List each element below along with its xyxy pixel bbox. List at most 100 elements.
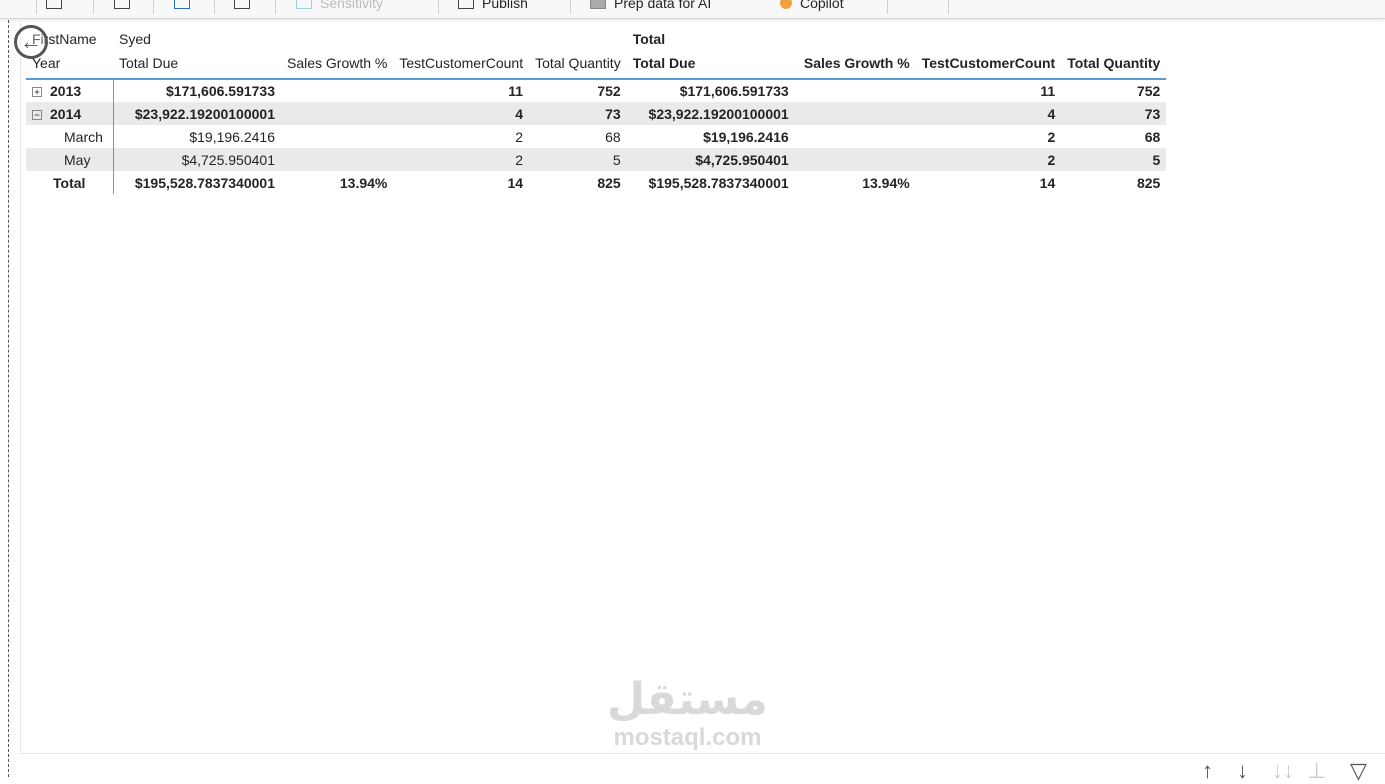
calendar-button[interactable] (224, 0, 250, 14)
cell: 2 (393, 148, 530, 171)
row-label: +2013 (26, 79, 114, 102)
matrix-visual: FirstName Syed Total Year Total Due Sale… (26, 27, 1167, 194)
row-label-text: Total (53, 174, 86, 191)
cell-total: $195,528.7837340001 (648, 174, 789, 191)
column-group-total[interactable]: Total (632, 31, 666, 47)
report-canvas (20, 20, 1385, 754)
row-label: Total (26, 171, 114, 194)
refresh-icon (114, 0, 130, 9)
cell-total (794, 102, 916, 125)
column-header-sales-growth[interactable]: Sales Growth % (281, 47, 394, 80)
column-header-total-due[interactable]: Total Due (113, 47, 281, 80)
row-label-text: March (64, 128, 103, 145)
table-row: +2013 $171,606.591733 11 752 $171,606.591733… (26, 79, 1166, 102)
column-header-sales-growth[interactable]: Sales Growth % (794, 47, 916, 80)
sort-descending-icon[interactable]: ↓ (1237, 758, 1248, 783)
column-header-total-due[interactable]: Total Due (626, 47, 795, 80)
cell-total (795, 79, 916, 102)
cell: $19,196.2416 (189, 128, 275, 145)
ribbon-toolbar: Sensitivity Publish Prep data for AI Cop… (0, 0, 1385, 19)
cell (281, 148, 394, 171)
publish-label: Publish (482, 0, 528, 11)
cell-total: $19,196.2416 (703, 128, 789, 145)
cell-total: 68 (1144, 128, 1161, 145)
copilot-button[interactable]: Copilot (770, 0, 844, 14)
sensitivity-label: Sensitivity (320, 0, 384, 11)
cell (281, 79, 393, 102)
cell: 2 (515, 128, 524, 145)
calendar-icon (234, 0, 250, 9)
cell-total: $171,606.591733 (679, 83, 789, 99)
cell: 14 (507, 174, 524, 191)
cell-total (794, 148, 916, 171)
table-row: −2014 $23,922.19200100001 4 73 $23,922.19200… (26, 102, 1167, 125)
expand-icon[interactable]: + (32, 87, 42, 97)
new-table-icon (46, 0, 62, 9)
cell: 11 (508, 83, 524, 99)
watermark-arabic: مستقل (607, 675, 768, 724)
column-header-total-quantity[interactable]: Total Quantity (1061, 47, 1167, 80)
cell-total: 2 (915, 148, 1062, 171)
expand-all-icon[interactable]: ↓↓ (1272, 758, 1294, 783)
row-label: March (26, 125, 114, 148)
row-header-year[interactable]: Year (26, 47, 113, 80)
cell: $4,725.950401 (113, 148, 281, 171)
publish-icon (458, 0, 474, 9)
back-arrow-icon[interactable]: ← (14, 25, 48, 59)
column-header-test-customer-count[interactable]: TestCustomerCount (915, 47, 1062, 80)
cell-total: 2 (1047, 128, 1056, 145)
new-visual-icon (174, 0, 190, 9)
drill-down-icon[interactable]: ⊥ (1307, 758, 1327, 783)
table-row: Total $195,528.7837340001 13.94% 14 825 $195,… (26, 171, 1166, 194)
sensitivity-button[interactable]: Sensitivity (286, 0, 383, 14)
cell-total: 73 (1061, 102, 1167, 125)
cell-total: 752 (1136, 83, 1161, 99)
cell: 5 (529, 148, 627, 171)
cell-total: 13.94% (862, 174, 910, 191)
cell: 73 (529, 102, 627, 125)
row-label-text: 2014 (50, 105, 82, 122)
cell-total: 5 (1061, 148, 1167, 171)
cell: 825 (597, 174, 621, 191)
cell-total: 825 (1136, 174, 1161, 191)
collapse-icon[interactable]: − (32, 109, 42, 120)
cell: $195,528.7837340001 (134, 174, 275, 191)
new-table-button[interactable] (36, 0, 62, 14)
cell-total: $23,922.19200100001 (626, 102, 795, 125)
column-header-total-quantity[interactable]: Total Quantity (529, 47, 627, 80)
filter-icon[interactable]: ▽ (1350, 758, 1367, 783)
row-label: May (26, 148, 114, 171)
table-row: May $4,725.950401 2 5 $4,725.950401 2 5 (26, 148, 1167, 171)
cell: $171,606.591733 (166, 83, 275, 99)
new-visual-button[interactable] (164, 0, 190, 14)
column-group-syed[interactable]: Syed (119, 31, 151, 47)
prep-data-icon (590, 0, 606, 9)
watermark-latin: mostaql.com (613, 724, 762, 751)
copilot-icon (780, 0, 792, 9)
row-label-text: May (64, 151, 91, 168)
cell (281, 102, 394, 125)
row-header-firstname: FirstName (32, 31, 97, 47)
copilot-label: Copilot (800, 0, 844, 11)
cell-total: 11 (1040, 83, 1056, 99)
cell: 4 (393, 102, 530, 125)
sort-ascending-icon[interactable]: ↑ (1202, 758, 1213, 783)
sensitivity-icon (296, 0, 312, 9)
column-header-test-customer-count[interactable]: TestCustomerCount (393, 47, 530, 80)
cell (281, 125, 393, 148)
visual-selection-border (8, 20, 9, 777)
cell: 752 (597, 83, 621, 99)
prep-data-label: Prep data for AI (614, 0, 712, 11)
table-row: March $19,196.2416 2 68 $19,196.2416 2 68 (26, 125, 1166, 148)
cell-total: 4 (915, 102, 1062, 125)
cell-total (795, 125, 916, 148)
publish-button[interactable]: Publish (448, 0, 528, 14)
cell: $23,922.19200100001 (113, 102, 281, 125)
cell: 13.94% (339, 174, 388, 191)
row-label: −2014 (26, 102, 114, 125)
cell: 68 (605, 128, 621, 145)
cell-total: 14 (1039, 174, 1056, 191)
refresh-button[interactable] (104, 0, 130, 14)
prep-data-button[interactable]: Prep data for AI (580, 0, 711, 14)
cell-total: $4,725.950401 (626, 148, 795, 171)
